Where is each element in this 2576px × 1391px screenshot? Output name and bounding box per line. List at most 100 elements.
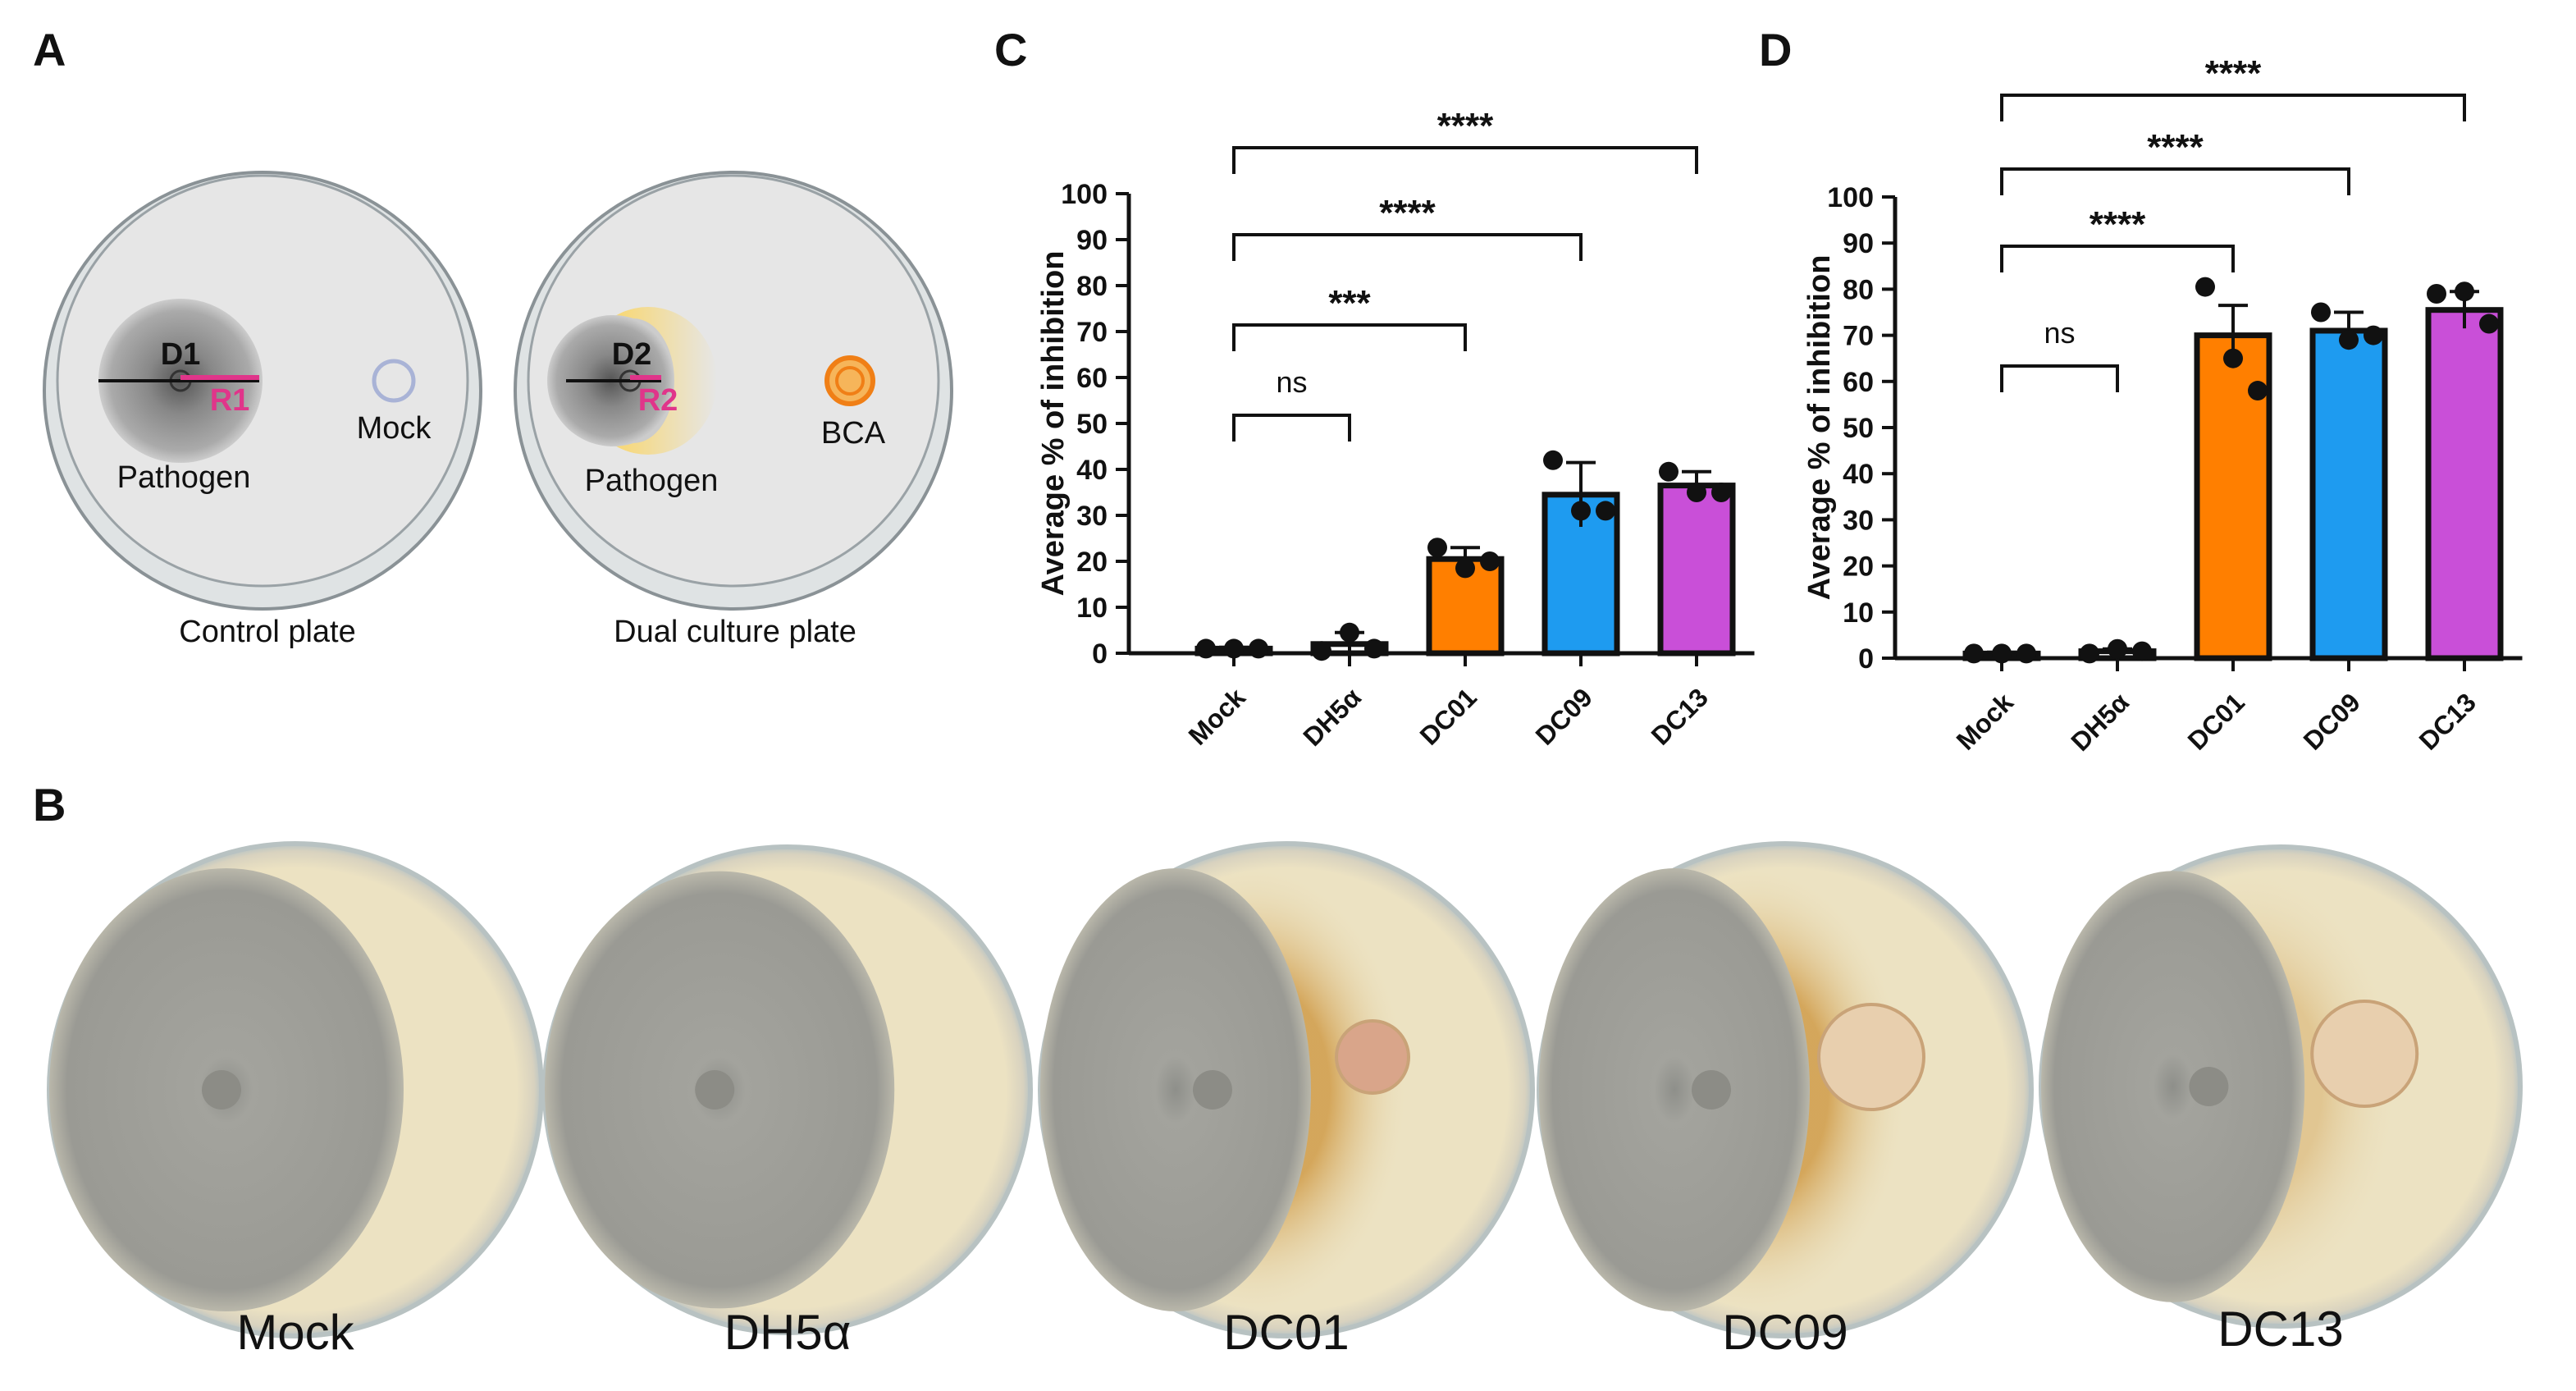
significance-label: **** [1437,106,1494,146]
significance-bracket [1232,233,1583,261]
significance-label: **** [2090,204,2146,245]
data-point [1196,638,1216,659]
data-point [1659,461,1679,482]
bar [1657,483,1736,657]
x-tick-label: DC01 [2182,687,2250,755]
y-tick-label: 20 [1843,551,1874,583]
mycelium [1040,868,1311,1311]
significance-bracket [2000,245,2235,272]
significance-bracket [1232,414,1351,442]
plate-caption: Dual culture plate [614,615,856,649]
data-point [2223,348,2243,368]
x-tick-label: DC13 [2414,687,2482,755]
data-point [1596,501,1615,521]
plate-caption: Control plate [179,615,355,649]
photo-label: DC01 [1223,1305,1349,1360]
x-tick-label: Mock [1951,687,2019,755]
plug [695,1070,735,1110]
y-tick-label: 90 [1076,225,1108,256]
y-tick-label: 0 [1858,643,1874,675]
y-axis-label: Average % of inhibition [1036,251,1071,597]
data-point [1364,638,1384,659]
significance-label: **** [2205,53,2262,94]
data-point [2108,638,2127,659]
plug [2189,1067,2229,1106]
photo-label: DC13 [2217,1302,2343,1357]
y-tick-label: 60 [1843,367,1874,398]
control-plate: D1 R1 Mock Pathogen Control plate [43,171,482,649]
data-point [1711,483,1731,502]
significance-bracket [2000,167,2350,195]
bar [2309,327,2388,661]
y-tick-label: 50 [1076,409,1108,440]
y-tick-label: 60 [1076,363,1108,394]
x-tick-label: DC09 [2298,687,2366,755]
data-point [2080,643,2099,664]
data-point [1312,641,1331,661]
data-point [1480,551,1500,571]
significance-label: ns [2044,316,2075,350]
significance-bracket [1232,146,1698,174]
significance-label: **** [2147,127,2204,167]
data-point [2427,284,2446,304]
bca-colony [2310,1000,2419,1108]
data-point [2479,313,2499,334]
plate-photo: DC01 [1038,841,1535,1360]
y-tick-label: 30 [1076,501,1108,532]
bca-colony [1817,1003,1925,1111]
y-tick-label: 0 [1092,638,1108,670]
y-tick-label: 90 [1843,228,1874,259]
y-tick-label: 40 [1843,459,1874,490]
data-point [2248,381,2268,401]
data-point [1224,638,1244,659]
plate-photo: DH5α [542,844,1033,1360]
y-tick-label: 30 [1843,505,1874,536]
y-tick-label: 40 [1076,455,1108,486]
bar-chart: 0 10 20 30 40 50 60 70 80 90 100 Average % of inhib… [1036,106,1755,752]
data-point [1992,643,2012,664]
panel-label: C [994,24,1027,75]
radius-label: R1 [210,383,250,418]
data-point [2364,325,2383,345]
y-tick-label: 80 [1843,274,1874,305]
data-point [2016,643,2036,664]
bca-label: BCA [821,416,886,451]
mock-label: Mock [357,411,432,446]
significance-label: ns [1276,365,1307,399]
photo-label: DC09 [1722,1305,1848,1360]
x-tick-label: DC09 [1530,682,1598,750]
data-point [1571,501,1591,521]
y-tick-label: 100 [1827,182,1874,213]
data-point [1427,538,1447,558]
y-tick-label: 10 [1076,593,1108,624]
plug [1692,1070,1731,1110]
x-tick-label: DC01 [1414,682,1482,750]
x-tick-label: DH5α [1297,682,1367,752]
data-point [2132,641,2152,661]
plate-photo: Mock [47,841,544,1360]
photo-label: DH5α [724,1305,852,1360]
panel-label: D [1759,24,1792,75]
significance-label: **** [1379,193,1436,233]
data-point [2455,281,2474,302]
significance-bracket [2000,364,2119,392]
plate-photo: DC13 [2039,844,2523,1357]
y-tick-label: 100 [1061,179,1108,210]
x-tick-label: DH5α [2065,687,2135,757]
plug [202,1070,241,1110]
data-point [1340,622,1359,643]
y-tick-label: 20 [1076,547,1108,578]
data-point [2195,277,2215,297]
pathogen-label: Pathogen [585,464,719,498]
y-axis-label: Average % of inhibition [1802,255,1837,601]
y-tick-label: 50 [1843,413,1874,444]
data-point [2339,330,2359,350]
pathogen-label: Pathogen [117,460,251,495]
data-point [1687,483,1706,502]
radius-label: R2 [638,383,678,418]
y-tick-label: 80 [1076,271,1108,302]
photo-label: Mock [236,1305,354,1360]
